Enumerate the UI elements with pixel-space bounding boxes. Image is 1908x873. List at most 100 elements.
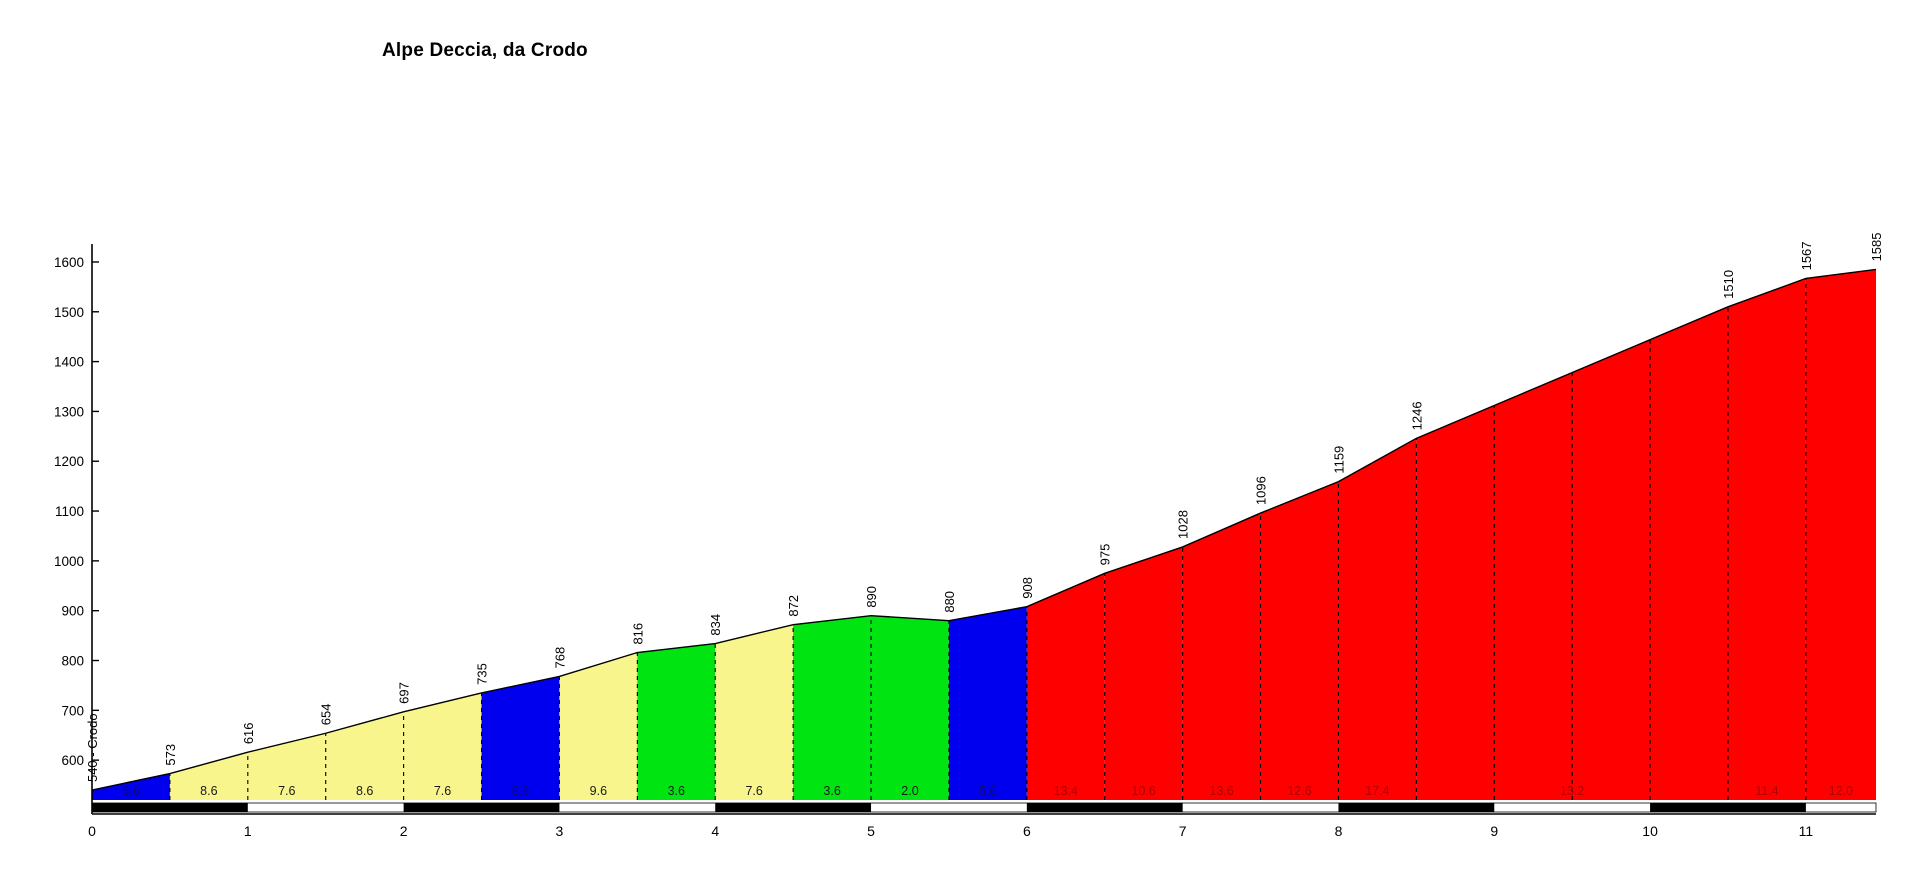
x-axis-tick-label: 8 [1335,823,1343,839]
profile-segment [1104,546,1183,800]
segment-gradient-label: 2.0 [901,784,918,798]
y-axis-tick-label: 1000 [54,554,84,569]
elevation-point-label: 697 [397,682,412,704]
y-axis-tick-label: 600 [61,753,84,768]
profile-segment [637,643,716,800]
segment-gradient-label: 8.6 [200,784,217,798]
y-axis-tick-label: 1300 [54,404,84,419]
y-axis-tick-label: 1500 [54,305,84,320]
elevation-point-label: 1159 [1331,446,1346,474]
x-axis-tick-label: 11 [1799,823,1814,839]
profile-segment [559,652,638,800]
y-axis-tick-label: 1100 [55,504,84,519]
segment-gradient-label: 7.6 [434,784,451,798]
segment-gradient-label: 10.6 [1132,784,1156,798]
elevation-point-label: 1585 [1869,233,1884,262]
elevation-point-label: 1096 [1254,476,1269,505]
segment-gradient-label: 17.4 [1365,784,1389,798]
elevation-point-label: 573 [163,744,178,766]
elevation-point-label: 1567 [1799,241,1814,270]
profile-segment [1727,278,1806,800]
x-axis-tick-label: 5 [867,823,875,839]
elevation-point-label: 616 [241,722,256,744]
profile-segment [1260,481,1339,800]
y-axis-tick-label: 1200 [54,454,84,469]
elevation-point-label: 890 [864,586,879,608]
segment-gradient-label: 3.6 [823,784,840,798]
km-ruler-tick-block [715,803,872,812]
km-ruler-tick-block [1026,803,1183,812]
y-axis-tick-label: 900 [61,604,84,619]
segment-gradient-label: 8.6 [356,784,373,798]
segment-gradient-label: 5.6 [979,784,996,798]
kilometre-ruler-bar [91,802,1877,813]
profile-segment [247,733,326,800]
y-axis: 600 700 800 900 1000 1100 1200 1300 1400 1500 1600 [54,244,99,814]
x-axis-tick-label: 3 [556,823,564,839]
x-axis-tick-label: 0 [88,823,96,839]
elevation-point-label: 1510 [1721,270,1736,299]
elevation-point-label: 1028 [1176,510,1191,539]
segment-divider-lines [169,278,1807,800]
segment-gradient-label: 6.6 [122,784,139,798]
profile-segment [92,773,170,800]
y-axis-tick-label: 800 [61,654,84,669]
elevation-point-label: 880 [942,591,957,613]
profile-segment [403,692,482,800]
y-axis-tick-label: 1400 [54,355,84,370]
elevation-point-label: 908 [1020,577,1035,599]
x-axis: 0 1 2 3 4 5 6 7 8 9 10 11 [88,813,1876,839]
y-axis-tick-label: 700 [61,703,84,718]
profile-segment [793,615,872,800]
chart-title: Alpe Deccia, da Crodo [382,40,588,61]
segment-gradient-label: 12.0 [1829,784,1853,798]
segment-gradient-label: 7.6 [278,784,295,798]
profile-outline-path [91,268,1877,791]
profile-area-segments [92,269,1876,800]
profile-segment [948,606,1027,800]
elevation-point-label: 654 [319,704,334,726]
elevation-point-label: 834 [708,614,723,636]
segment-gradient-label: 13.4 [1054,784,1078,798]
x-axis-tick-label: 6 [1023,823,1031,839]
elevation-point-label: 975 [1098,544,1113,566]
profile-segment [1026,573,1105,800]
gradient-labels-group: 6.6 8.6 7.6 8.6 7.6 6.6 9.6 3.6 7.6 3.6 2.0 5.6 13.4… [122,784,1853,798]
elevation-line [91,268,1877,791]
profile-segment [715,624,794,800]
elevation-point-label: 768 [552,647,567,669]
segment-gradient-label: 3.6 [668,784,685,798]
segment-gradient-label: 11.4 [1755,784,1778,798]
elevation-point-label: 1246 [1409,401,1424,430]
x-axis-tick-label: 7 [1179,823,1187,839]
km-ruler-background [91,802,1877,813]
profile-segment [1805,269,1876,800]
elevation-point-label: 735 [475,663,490,685]
profile-segment [169,752,248,800]
segment-gradient-label: 13.2 [1560,784,1584,798]
elevation-point-label: 816 [630,623,645,645]
profile-segment [325,711,404,800]
profile-segment [1182,513,1261,800]
segment-gradient-label: 12.6 [1287,784,1311,798]
profile-segment [871,615,949,800]
y-axis-tick-label: 1600 [54,255,84,270]
profile-segment [481,676,560,800]
x-axis-tick-label: 2 [400,823,408,839]
km-ruler-tick-block [92,803,248,812]
segment-gradient-label: 13.6 [1209,784,1233,798]
x-axis-tick-label: 9 [1490,823,1498,839]
x-axis-tick-label: 10 [1642,823,1658,839]
km-ruler-tick-block [1650,803,1806,812]
elevation-point-label: 872 [786,595,801,617]
segment-gradient-label: 9.6 [590,784,607,798]
segment-gradient-label: 7.6 [745,784,762,798]
km-ruler-tick-block [1338,803,1495,812]
km-ruler-tick-block [403,803,560,812]
x-axis-tick-label: 1 [244,823,252,839]
x-axis-tick-label: 4 [711,823,719,839]
segment-gradient-label: 6.6 [512,784,529,798]
profile-segment [1338,438,1417,800]
